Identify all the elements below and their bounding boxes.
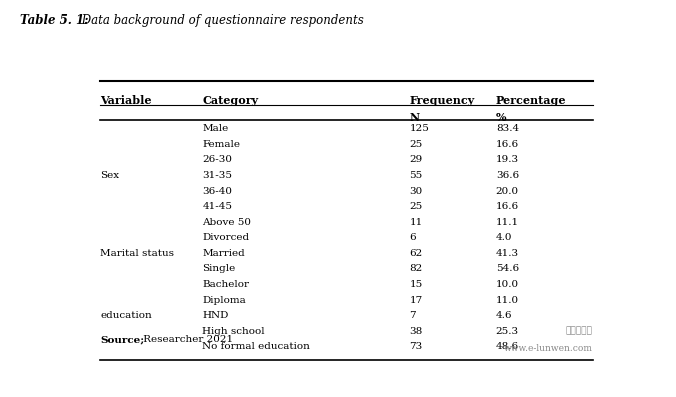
Text: 16.6: 16.6 [496, 202, 519, 211]
Text: 上海论文网: 上海论文网 [566, 326, 593, 335]
Text: 4.0: 4.0 [496, 233, 512, 242]
Text: 25.3: 25.3 [496, 327, 519, 336]
Text: Single: Single [202, 264, 236, 274]
Text: Female: Female [202, 140, 241, 149]
Text: 6: 6 [409, 233, 416, 242]
Text: Sex: Sex [100, 171, 120, 180]
Text: Percentage: Percentage [496, 95, 566, 106]
Text: 17: 17 [409, 296, 422, 304]
Text: 11.0: 11.0 [496, 296, 519, 304]
Text: Diploma: Diploma [202, 296, 246, 304]
Text: 55: 55 [409, 171, 422, 180]
Text: 25: 25 [409, 140, 422, 149]
Text: Male: Male [202, 124, 228, 133]
Text: 7: 7 [409, 311, 416, 320]
Text: Above 50: Above 50 [202, 218, 251, 227]
Text: 26-30: 26-30 [202, 155, 233, 164]
Text: 48.6: 48.6 [496, 342, 519, 351]
Text: Frequency: Frequency [409, 95, 475, 106]
Text: Divorced: Divorced [202, 233, 249, 242]
Text: 83.4: 83.4 [496, 124, 519, 133]
Text: 4.6: 4.6 [496, 311, 512, 320]
Text: 62: 62 [409, 249, 422, 258]
Text: Married: Married [202, 249, 245, 258]
Text: N: N [409, 112, 419, 123]
Text: 11.1: 11.1 [496, 218, 519, 227]
Text: 15: 15 [409, 280, 422, 289]
Text: Bachelor: Bachelor [202, 280, 249, 289]
Text: Data background of questionnaire respondents: Data background of questionnaire respond… [78, 14, 364, 27]
Text: 30: 30 [409, 187, 422, 195]
Text: 54.6: 54.6 [496, 264, 519, 274]
Text: High school: High school [202, 327, 265, 336]
Text: 20.0: 20.0 [496, 187, 519, 195]
Text: Variable: Variable [100, 95, 151, 106]
Text: 125: 125 [409, 124, 429, 133]
Text: 29: 29 [409, 155, 422, 164]
Text: www.e-lunwen.com: www.e-lunwen.com [504, 344, 593, 353]
Text: No formal education: No formal education [202, 342, 310, 351]
Text: education: education [100, 311, 152, 320]
Text: 19.3: 19.3 [496, 155, 519, 164]
Text: 36-40: 36-40 [202, 187, 233, 195]
Text: 31-35: 31-35 [202, 171, 233, 180]
Text: 41-45: 41-45 [202, 202, 233, 211]
Text: 11: 11 [409, 218, 422, 227]
Text: Source;: Source; [100, 335, 145, 344]
Text: 16.6: 16.6 [496, 140, 519, 149]
Text: 82: 82 [409, 264, 422, 274]
Text: 38: 38 [409, 327, 422, 336]
Text: 36.6: 36.6 [496, 171, 519, 180]
Text: 25: 25 [409, 202, 422, 211]
Text: Researcher 2021: Researcher 2021 [139, 335, 233, 344]
Text: 41.3: 41.3 [496, 249, 519, 258]
Text: %: % [496, 112, 506, 123]
Text: HND: HND [202, 311, 228, 320]
Text: 73: 73 [409, 342, 422, 351]
Text: Category: Category [202, 95, 258, 106]
Text: 10.0: 10.0 [496, 280, 519, 289]
Text: Marital status: Marital status [100, 249, 174, 258]
Text: Table 5. 1:: Table 5. 1: [20, 14, 89, 27]
